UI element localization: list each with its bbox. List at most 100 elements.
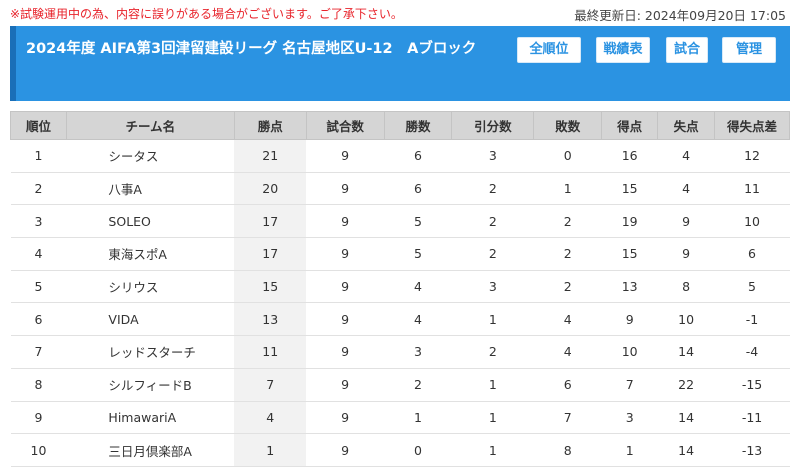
losses-cell: 2 <box>533 204 602 239</box>
played-cell: 9 <box>306 302 385 337</box>
rank-cell: 4 <box>10 237 67 271</box>
goals-against-cell: 8 <box>657 269 715 304</box>
rank-cell: 9 <box>10 400 67 435</box>
team-name-cell[interactable]: 八事A <box>66 171 235 206</box>
goal-difference-cell: -4 <box>714 335 790 369</box>
losses-cell: 0 <box>533 139 602 173</box>
table-row: 4 東海スポA 17 9 5 2 2 15 9 6 <box>10 237 790 271</box>
points-cell: 17 <box>234 204 307 239</box>
table-row: 2 八事A 20 9 6 2 1 15 4 11 <box>10 171 790 206</box>
points-cell: 4 <box>234 400 307 435</box>
wins-cell: 5 <box>384 237 452 271</box>
draws-cell: 2 <box>451 204 534 239</box>
losses-cell: 4 <box>533 302 602 337</box>
col-header-goals-against: 失点 <box>657 111 716 140</box>
goal-difference-cell: 12 <box>714 139 790 173</box>
goals-against-cell: 14 <box>657 433 715 467</box>
points-cell: 20 <box>234 171 307 206</box>
table-row: 10 三日月倶楽部A 1 9 0 1 8 1 14 -13 <box>10 433 790 467</box>
team-name-cell[interactable]: VIDA <box>66 302 235 337</box>
goals-for-cell: 3 <box>601 400 658 435</box>
rank-cell: 7 <box>10 335 67 369</box>
team-name-cell[interactable]: HimawariA <box>66 400 235 435</box>
played-cell: 9 <box>306 335 385 369</box>
table-header-row: 順位 チーム名 勝点 試合数 勝数 引分数 敗数 得点 失点 得失点差 <box>10 111 790 140</box>
admin-button[interactable]: 管理 <box>722 37 776 63</box>
results-table-button[interactable]: 戦績表 <box>596 37 650 63</box>
col-header-draws: 引分数 <box>451 111 535 140</box>
draws-cell: 2 <box>451 335 534 369</box>
draws-cell: 3 <box>451 139 534 173</box>
goals-against-cell: 14 <box>657 335 715 369</box>
col-header-goals-for: 得点 <box>601 111 659 140</box>
col-header-team: チーム名 <box>65 111 235 140</box>
played-cell: 9 <box>306 139 385 173</box>
goal-difference-cell: 6 <box>714 237 790 271</box>
last-updated: 最終更新日: 2024年09月20日 17:05 <box>574 8 786 23</box>
table-row: 7 レッドスターチ 11 9 3 2 4 10 14 -4 <box>10 335 790 369</box>
goals-for-cell: 16 <box>601 139 658 173</box>
team-name-cell[interactable]: シルフィードB <box>66 367 235 402</box>
goal-difference-cell: 10 <box>714 204 790 239</box>
points-cell: 17 <box>234 237 307 271</box>
goals-against-cell: 4 <box>657 139 715 173</box>
team-name-cell[interactable]: 東海スポA <box>66 237 235 271</box>
notice-text: ※試験運用中の為、内容に誤りがある場合がございます。ご了承下さい。 <box>10 7 403 21</box>
team-name-cell[interactable]: 三日月倶楽部A <box>66 433 235 467</box>
all-standings-button[interactable]: 全順位 <box>517 37 581 63</box>
wins-cell: 6 <box>384 139 452 173</box>
draws-cell: 1 <box>451 433 534 467</box>
rank-cell: 1 <box>10 139 67 173</box>
wins-cell: 1 <box>384 400 452 435</box>
goals-for-cell: 9 <box>601 302 658 337</box>
draws-cell: 1 <box>451 367 534 402</box>
played-cell: 9 <box>306 204 385 239</box>
played-cell: 9 <box>306 269 385 304</box>
losses-cell: 7 <box>533 400 602 435</box>
wins-cell: 6 <box>384 171 452 206</box>
goal-difference-cell: 5 <box>714 269 790 304</box>
col-header-goal-difference: 得失点差 <box>714 111 790 140</box>
team-name-cell[interactable]: SOLEO <box>66 204 235 239</box>
league-header: 2024年度 AIFA第3回津留建設リーグ 名古屋地区U-12 Aブロック 全順… <box>10 26 790 101</box>
wins-cell: 2 <box>384 367 452 402</box>
played-cell: 9 <box>306 400 385 435</box>
goals-against-cell: 9 <box>657 237 715 271</box>
draws-cell: 2 <box>451 171 534 206</box>
rank-cell: 2 <box>10 171 67 206</box>
points-cell: 21 <box>234 139 307 173</box>
table-row: 3 SOLEO 17 9 5 2 2 19 9 10 <box>10 204 790 239</box>
goals-for-cell: 13 <box>601 269 658 304</box>
points-cell: 1 <box>234 433 307 467</box>
losses-cell: 1 <box>533 171 602 206</box>
played-cell: 9 <box>306 367 385 402</box>
played-cell: 9 <box>306 237 385 271</box>
goals-for-cell: 19 <box>601 204 658 239</box>
played-cell: 9 <box>306 433 385 467</box>
rank-cell: 8 <box>10 367 67 402</box>
team-name-cell[interactable]: レッドスターチ <box>66 335 235 369</box>
losses-cell: 8 <box>533 433 602 467</box>
goals-for-cell: 7 <box>601 367 658 402</box>
goals-against-cell: 22 <box>657 367 715 402</box>
rank-cell: 6 <box>10 302 67 337</box>
team-name-cell[interactable]: シータス <box>66 139 235 173</box>
rank-cell: 10 <box>10 433 67 467</box>
col-header-losses: 敗数 <box>533 111 603 140</box>
goals-for-cell: 15 <box>601 171 658 206</box>
goals-for-cell: 10 <box>601 335 658 369</box>
goals-against-cell: 4 <box>657 171 715 206</box>
wins-cell: 4 <box>384 269 452 304</box>
goals-against-cell: 14 <box>657 400 715 435</box>
goal-difference-cell: -15 <box>714 367 790 402</box>
draws-cell: 2 <box>451 237 534 271</box>
matches-button[interactable]: 試合 <box>666 37 708 63</box>
draws-cell: 1 <box>451 302 534 337</box>
points-cell: 13 <box>234 302 307 337</box>
goals-against-cell: 10 <box>657 302 715 337</box>
points-cell: 15 <box>234 269 307 304</box>
col-header-rank: 順位 <box>10 111 67 140</box>
team-name-cell[interactable]: シリウス <box>66 269 235 304</box>
points-cell: 11 <box>234 335 307 369</box>
goal-difference-cell: -11 <box>714 400 790 435</box>
